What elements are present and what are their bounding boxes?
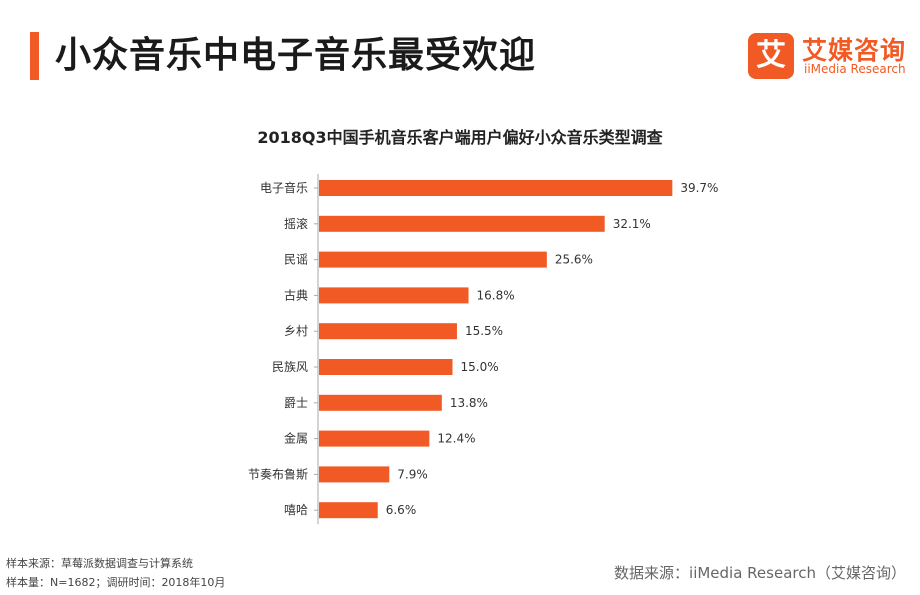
bar [319,323,457,340]
category-label: 民族风 [272,360,308,374]
category-label: 古典 [284,287,308,302]
category-label: 乡村 [284,324,308,338]
bar [319,359,453,375]
bar [319,430,430,447]
category-label: 嘻哈 [284,503,308,517]
title-accent-bar [30,32,39,80]
sample-info-note: 样本量：N=1682；调研时间：2018年10月 [6,576,226,589]
bar [319,180,673,196]
sample-source-note: 样本来源：草莓派数据调查与计算系统 [6,557,193,570]
value-label: 7.9% [397,467,428,481]
value-label: 12.4% [437,432,475,446]
bar [319,287,469,304]
value-label: 15.0% [461,360,499,374]
value-label: 15.5% [465,324,503,338]
value-label: 25.6% [555,253,593,267]
category-label: 节奏布鲁斯 [248,467,308,481]
page-title: 小众音乐中电子音乐最受欢迎 [55,35,537,76]
logo-name: 艾媒咨询 [802,36,907,65]
category-label: 电子音乐 [260,180,308,195]
bar [319,466,390,483]
bar [319,215,605,232]
category-label: 民谣 [284,253,308,267]
logo-subtitle: iiMedia Research [804,62,906,76]
chart-title: 2018Q3中国手机音乐客户端用户偏好小众音乐类型调查 [257,128,663,147]
imedia-logo: 艾 艾媒咨询 iiMedia Research [748,33,908,81]
bar [319,251,547,268]
category-label: 爵士 [284,396,308,410]
category-label: 金属 [284,431,308,446]
data-source-note: 数据来源：iiMedia Research（艾媒咨询） [614,564,906,582]
value-label: 16.8% [477,288,515,302]
value-label: 6.6% [386,503,417,517]
value-label: 13.8% [450,396,488,410]
bar [319,394,442,411]
bar [319,502,378,519]
value-label: 39.7% [680,181,718,195]
logo-mark-icon: 艾 [748,33,794,79]
category-label: 摇滚 [284,216,308,231]
value-label: 32.1% [613,217,651,231]
